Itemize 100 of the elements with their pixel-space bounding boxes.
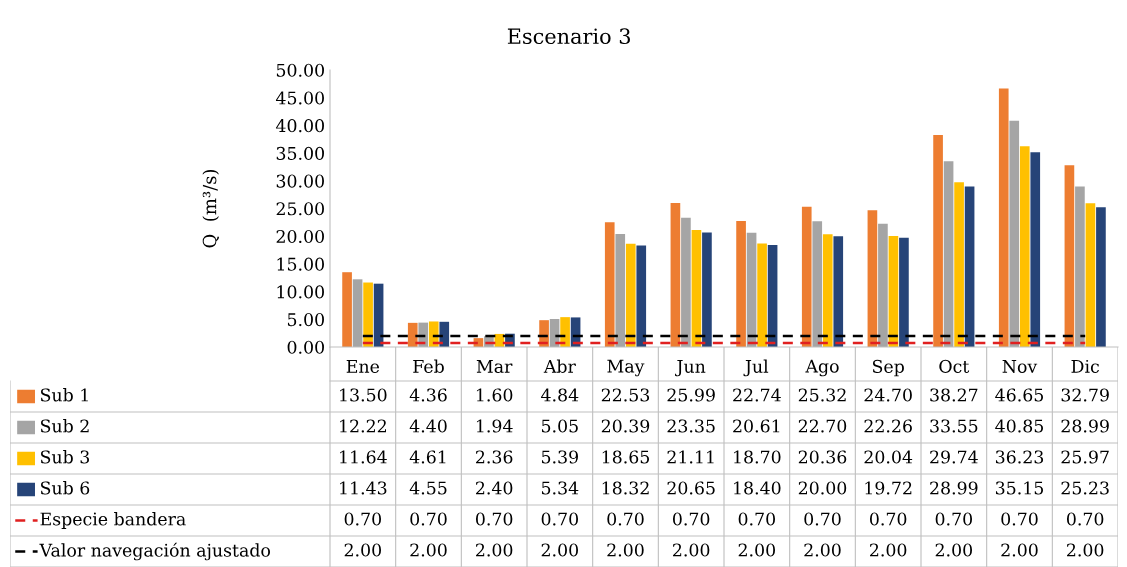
data-label: 2.00: [673, 543, 710, 557]
bar: [691, 230, 702, 347]
y-tick-label: 20.00: [276, 229, 324, 244]
x-tick-label: Jul: [743, 359, 769, 377]
data-label: 2.00: [476, 543, 513, 557]
data-label: 0.70: [935, 512, 973, 526]
data-label: 11.43: [340, 481, 387, 495]
data-label: 0.70: [410, 512, 447, 526]
data-label: 32.79: [1061, 388, 1109, 402]
data-label: 20.39: [601, 419, 650, 433]
bar: [560, 317, 570, 347]
bar: [1096, 207, 1106, 347]
data-label: 0.70: [1066, 512, 1104, 526]
bar: [801, 206, 812, 347]
data-label: 0.70: [804, 512, 841, 526]
data-label: 22.53: [601, 388, 650, 402]
data-label: 1.94: [476, 419, 513, 433]
bar: [407, 322, 418, 347]
data-label: 20.00: [798, 481, 847, 495]
data-label: 18.40: [734, 481, 781, 495]
data-label: 4.40: [409, 419, 447, 433]
legend-label: Especie bandera: [40, 512, 186, 529]
legend-label: Sub 6: [41, 481, 90, 495]
bar: [1030, 152, 1041, 347]
bar: [899, 237, 909, 347]
data-label: 0.70: [869, 512, 907, 526]
bar: [439, 321, 450, 347]
data-label: 25.32: [798, 388, 846, 402]
data-label: 2.00: [870, 543, 907, 557]
data-label: 29.74: [930, 450, 978, 464]
data-label: 20.65: [667, 481, 715, 495]
data-label: 40.85: [995, 419, 1044, 433]
bar: [954, 182, 964, 347]
legend-label: Sub 1: [41, 388, 88, 402]
bar: [812, 221, 823, 347]
data-label: 2.00: [935, 543, 973, 557]
data-label: 0.70: [541, 512, 579, 526]
data-label: 0.70: [344, 512, 382, 526]
x-tick-label: Dic: [1071, 359, 1099, 373]
y-tick-label: 5.00: [287, 313, 324, 327]
y-tick-label: 40.00: [275, 119, 324, 133]
chart-title: Escenario 3: [507, 28, 630, 45]
data-label: 0.70: [475, 512, 513, 526]
data-label: 4.55: [409, 481, 447, 495]
data-label: 2.00: [1067, 543, 1104, 557]
bar: [964, 186, 975, 347]
data-label: 33.55: [930, 419, 978, 433]
bar: [833, 236, 844, 347]
data-label: 13.50: [340, 388, 387, 402]
data-label: 22.70: [798, 419, 847, 433]
data-label: 20.36: [798, 450, 847, 464]
data-label: 2.36: [476, 450, 513, 464]
bar: [878, 223, 888, 347]
x-tick-label: Sep: [872, 359, 904, 377]
bar: [702, 232, 712, 347]
data-label: 5.05: [541, 419, 578, 433]
y-tick-label: 35.00: [276, 146, 324, 160]
x-tick-label: Jun: [675, 360, 706, 377]
bar: [352, 279, 363, 347]
bar: [428, 321, 439, 347]
data-label: 0.70: [607, 512, 644, 526]
bar: [998, 88, 1009, 347]
data-label: 2.00: [541, 543, 579, 557]
data-label: 2.00: [1001, 543, 1038, 557]
y-tick-label: 30.00: [276, 174, 324, 188]
y-tick-label: 50.00: [276, 63, 324, 77]
data-label: 22.26: [864, 419, 912, 433]
x-tick-label: Mar: [476, 360, 513, 373]
data-label: 2.00: [804, 543, 841, 557]
data-label: 1.60: [476, 388, 513, 402]
bar: [670, 203, 681, 347]
data-label: 19.72: [865, 481, 912, 495]
data-label: 2.40: [476, 481, 513, 495]
data-label: 25.97: [1061, 450, 1109, 464]
data-label: 4.84: [541, 388, 579, 402]
data-label: 5.34: [541, 481, 579, 495]
data-label: 24.70: [864, 388, 912, 402]
data-label: 4.36: [409, 388, 447, 402]
y-axis-title: Q (m³/s): [202, 169, 220, 248]
legend-label: Valor navegación ajustado: [39, 542, 271, 561]
data-label: 5.39: [541, 450, 578, 464]
data-label: 28.99: [930, 481, 978, 495]
data-label: 21.11: [667, 450, 714, 464]
bar: [363, 282, 373, 347]
x-tick-label: May: [607, 359, 645, 377]
data-label: 36.23: [995, 450, 1044, 464]
x-tick-label: Abr: [543, 359, 576, 373]
y-tick-label: 45.00: [275, 91, 324, 105]
bar: [867, 210, 878, 347]
data-label: 28.99: [1061, 419, 1109, 433]
y-tick-label: 10.00: [277, 285, 324, 299]
bar: [1064, 165, 1075, 347]
data-label: 22.74: [733, 388, 781, 402]
bar: [822, 234, 833, 347]
data-label: 4.61: [409, 450, 446, 464]
bar: [943, 161, 954, 347]
data-label: 20.04: [864, 450, 913, 464]
data-label: 0.70: [1001, 512, 1038, 526]
data-label: 18.70: [734, 450, 781, 464]
bar: [615, 234, 626, 347]
